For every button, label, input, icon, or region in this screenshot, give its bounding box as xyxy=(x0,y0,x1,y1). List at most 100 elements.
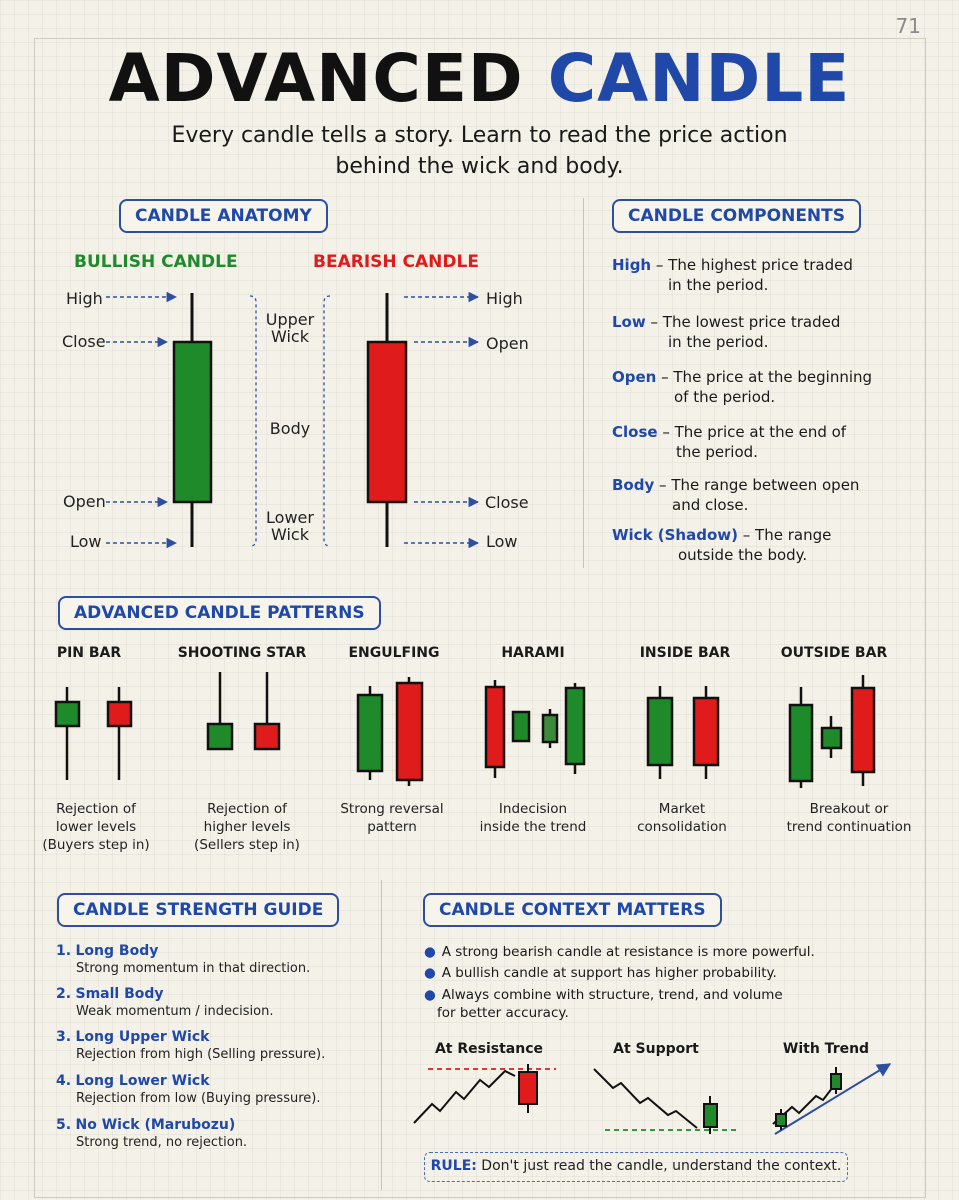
left-brace xyxy=(249,295,257,547)
strength-desc: Rejection from low (Buying pressure). xyxy=(76,1091,321,1106)
desc-line: (Buyers step in) xyxy=(42,837,150,853)
bullet-dot-icon: ● xyxy=(424,965,436,981)
strength-desc: Strong trend, no rejection. xyxy=(76,1135,248,1150)
subtitle-line-2: behind the wick and body. xyxy=(335,154,624,179)
context-bullet: ● A strong bearish candle at resistance i… xyxy=(424,943,894,961)
page-number: 71 xyxy=(895,14,921,38)
desc-line: Market xyxy=(658,801,706,817)
insidebar-candle-1 xyxy=(646,696,674,767)
strength-title: Long Body xyxy=(75,943,159,959)
desc-line: consolidation xyxy=(637,819,727,835)
bear-open-label: Open xyxy=(486,334,529,353)
subtitle-line-1: Every candle tells a story. Learn to rea… xyxy=(171,123,788,148)
engulfing-candle-2 xyxy=(395,681,424,782)
bullet-text-2: for better accuracy. xyxy=(437,1005,569,1021)
outsidebar-candle-1 xyxy=(788,703,814,783)
strength-num: 2. xyxy=(56,986,72,1002)
anatomy-header: CANDLE ANATOMY xyxy=(119,199,328,233)
component-desc: – The range xyxy=(742,526,832,544)
strength-item: 2. Small Body Weak momentum / indecision… xyxy=(56,985,356,1021)
strength-title: Small Body xyxy=(75,986,164,1002)
page-title: ADVANCED CANDLE xyxy=(0,40,959,117)
pinbar-candle-2 xyxy=(106,700,133,728)
pattern-outside-bar-desc: Breakout or trend continuation xyxy=(774,800,924,836)
resistance-price-path xyxy=(413,1069,516,1124)
bull-body xyxy=(172,340,213,504)
bear-body xyxy=(366,340,408,504)
component-close: Close – The price at the end of the peri… xyxy=(612,422,912,462)
bullet-text: A bullish candle at support has higher p… xyxy=(441,965,777,981)
lower-wick-line-2: Wick xyxy=(271,525,309,544)
support-candle xyxy=(703,1103,718,1128)
context-header: CANDLE CONTEXT MATTERS xyxy=(423,893,722,927)
desc-line: Strong reversal xyxy=(340,801,444,817)
mini-chart-title: With Trend xyxy=(782,1041,870,1057)
pinbar-candle-1 xyxy=(54,700,81,728)
bear-close-label: Close xyxy=(485,493,529,512)
desc-line: Indecision xyxy=(498,801,568,817)
component-desc: – The price at the end of xyxy=(662,423,847,441)
pattern-outside-bar-title: OUTSIDE BAR xyxy=(780,645,888,661)
lower-wick-line-1: Lower xyxy=(266,508,314,527)
harami-candle-2 xyxy=(511,710,531,743)
component-desc: – The lowest price traded xyxy=(650,313,841,331)
strength-desc: Weak momentum / indecision. xyxy=(76,1004,274,1019)
engulfing-candle-1 xyxy=(356,693,384,773)
outsidebar-candle-3 xyxy=(850,686,876,774)
outsidebar-candle-2 xyxy=(820,726,843,750)
bearish-title: BEARISH CANDLE xyxy=(313,252,479,272)
pattern-inside-bar-desc: Market consolidation xyxy=(612,800,752,836)
title-part-2: CANDLE xyxy=(547,40,851,117)
bullet-dot-icon: ● xyxy=(424,944,436,960)
strength-header: CANDLE STRENGTH GUIDE xyxy=(57,893,340,927)
component-key: High xyxy=(612,256,652,274)
component-desc-2: in the period. xyxy=(668,276,769,294)
context-bullet: ● Always combine with structure, trend, a… xyxy=(424,986,894,1022)
strength-num: 3. xyxy=(56,1029,72,1045)
page-frame xyxy=(34,38,926,1198)
component-desc: – The range between open xyxy=(659,476,860,494)
trend-price-path xyxy=(772,1082,837,1125)
upper-wick-line-2: Wick xyxy=(271,327,309,346)
shootingstar-candle-1 xyxy=(206,722,234,751)
rule-box: RULE: Don't just read the candle, unders… xyxy=(424,1152,848,1182)
desc-line: trend continuation xyxy=(786,819,912,835)
strength-desc: Strong momentum in that direction. xyxy=(76,961,311,976)
strength-item: 1. Long Body Strong momentum in that dir… xyxy=(56,942,356,978)
bear-high-label: High xyxy=(486,289,523,308)
pattern-pin-bar-title: PIN BAR xyxy=(56,645,122,661)
trend-candle-1 xyxy=(775,1113,787,1127)
subtitle: Every candle tells a story. Learn to rea… xyxy=(0,120,959,182)
bullet-text: A strong bearish candle at resistance is… xyxy=(441,944,815,960)
pattern-engulfing-title: ENGULFING xyxy=(348,645,440,661)
strength-title: Long Upper Wick xyxy=(75,1029,210,1045)
top-divider xyxy=(583,198,584,568)
pattern-harami-desc: Indecision inside the trend xyxy=(463,800,603,836)
patterns-header: ADVANCED CANDLE PATTERNS xyxy=(58,596,381,630)
component-open: Open – The price at the beginning of the… xyxy=(612,367,912,407)
harami-candle-3 xyxy=(541,713,559,744)
harami-candle-1 xyxy=(484,685,506,769)
body-label: Body xyxy=(269,419,311,438)
bottom-divider xyxy=(381,880,382,1190)
pattern-shooting-star-title: SHOOTING STAR xyxy=(177,645,307,661)
desc-line: Rejection of xyxy=(56,801,136,817)
desc-line: pattern xyxy=(367,819,417,835)
desc-line: (Sellers step in) xyxy=(194,837,300,853)
strength-item: 4. Long Lower Wick Rejection from low (B… xyxy=(56,1072,356,1108)
bear-low-label: Low xyxy=(486,532,518,551)
bullet-dot-icon: ● xyxy=(424,987,436,1003)
component-desc: – The price at the beginning xyxy=(661,368,873,386)
mini-chart-title: At Resistance xyxy=(434,1041,544,1057)
strength-title: Long Lower Wick xyxy=(75,1073,210,1089)
component-key: Close xyxy=(612,423,658,441)
component-key: Open xyxy=(612,368,657,386)
strength-item: 3. Long Upper Wick Rejection from high (… xyxy=(56,1028,356,1064)
pattern-inside-bar-title: INSIDE BAR xyxy=(639,645,731,661)
support-price-path xyxy=(593,1068,698,1129)
bull-low-label: Low xyxy=(70,532,102,551)
strength-item: 5. No Wick (Marubozu) Strong trend, no r… xyxy=(56,1116,356,1152)
